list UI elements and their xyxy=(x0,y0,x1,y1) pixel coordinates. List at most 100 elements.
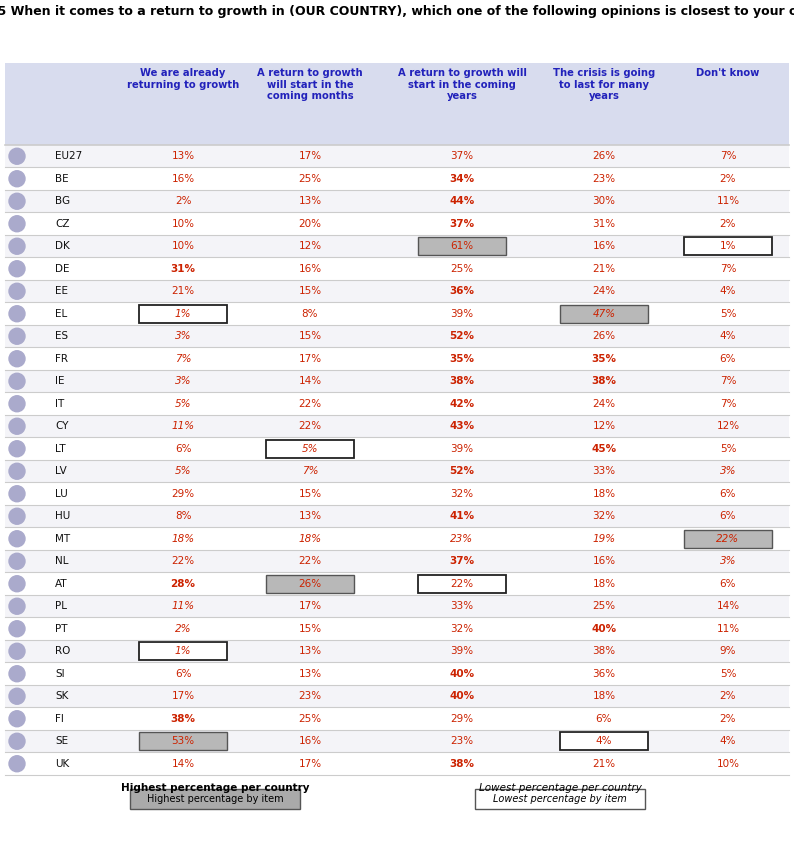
Bar xyxy=(5,730,789,752)
Bar xyxy=(5,347,789,370)
Text: 18%: 18% xyxy=(299,534,322,544)
Text: 52%: 52% xyxy=(449,331,475,341)
Bar xyxy=(5,483,789,505)
Text: 35%: 35% xyxy=(592,354,616,363)
Text: 20%: 20% xyxy=(299,219,322,229)
Bar xyxy=(5,640,789,662)
Text: 3%: 3% xyxy=(175,331,191,341)
Text: 35%: 35% xyxy=(449,354,475,363)
Text: IT: IT xyxy=(55,399,64,409)
Text: 18%: 18% xyxy=(592,579,615,589)
Circle shape xyxy=(9,689,25,704)
Text: 7%: 7% xyxy=(175,354,191,363)
Text: 40%: 40% xyxy=(592,623,617,634)
Text: 6%: 6% xyxy=(719,512,736,521)
Text: 26%: 26% xyxy=(299,579,322,589)
Bar xyxy=(5,235,789,257)
Text: 52%: 52% xyxy=(449,466,475,476)
Text: SE: SE xyxy=(55,736,68,746)
Text: 41%: 41% xyxy=(449,512,475,521)
Text: 25%: 25% xyxy=(592,601,615,612)
Bar xyxy=(266,575,354,593)
Text: 44%: 44% xyxy=(449,197,475,207)
Text: 13%: 13% xyxy=(172,152,195,161)
Circle shape xyxy=(9,463,25,479)
Text: EE: EE xyxy=(55,286,68,296)
Text: 21%: 21% xyxy=(592,263,615,274)
Text: 16%: 16% xyxy=(299,736,322,746)
Text: 43%: 43% xyxy=(449,421,475,431)
Text: PT: PT xyxy=(55,623,67,634)
Text: 38%: 38% xyxy=(592,646,615,656)
Text: QC15 When it comes to a return to growth in (OUR COUNTRY), which one of the foll: QC15 When it comes to a return to growth… xyxy=(0,5,794,18)
Text: 33%: 33% xyxy=(592,466,615,476)
Text: 37%: 37% xyxy=(449,219,475,229)
Text: 2%: 2% xyxy=(175,197,191,207)
Circle shape xyxy=(9,531,25,547)
Bar xyxy=(5,617,789,640)
Text: 38%: 38% xyxy=(592,376,616,386)
Text: RO: RO xyxy=(55,646,71,656)
Bar xyxy=(5,213,789,235)
Circle shape xyxy=(9,711,25,727)
Bar xyxy=(5,505,789,528)
Bar xyxy=(560,305,648,323)
Text: 16%: 16% xyxy=(592,241,615,252)
Text: 18%: 18% xyxy=(592,489,615,499)
Text: 38%: 38% xyxy=(171,714,195,723)
Text: 7%: 7% xyxy=(719,399,736,409)
Text: Highest percentage per country: Highest percentage per country xyxy=(121,783,309,793)
Text: 11%: 11% xyxy=(172,601,195,612)
Text: HU: HU xyxy=(55,512,70,521)
Circle shape xyxy=(9,351,25,367)
Circle shape xyxy=(9,418,25,435)
Text: ES: ES xyxy=(55,331,68,341)
Text: 16%: 16% xyxy=(592,556,615,567)
Text: 16%: 16% xyxy=(172,174,195,184)
Text: 13%: 13% xyxy=(299,512,322,521)
Circle shape xyxy=(9,621,25,637)
Text: LU: LU xyxy=(55,489,67,499)
Text: 25%: 25% xyxy=(450,263,473,274)
Text: 7%: 7% xyxy=(719,263,736,274)
Circle shape xyxy=(9,238,25,254)
Text: 5%: 5% xyxy=(719,669,736,678)
Text: 5%: 5% xyxy=(719,309,736,318)
Text: 21%: 21% xyxy=(172,286,195,296)
Bar xyxy=(684,237,772,255)
Circle shape xyxy=(9,756,25,772)
Bar xyxy=(5,325,789,347)
Bar xyxy=(5,190,789,213)
Text: 13%: 13% xyxy=(299,646,322,656)
Bar xyxy=(139,643,227,660)
Text: 15%: 15% xyxy=(299,331,322,341)
Text: 19%: 19% xyxy=(592,534,615,544)
Text: 1%: 1% xyxy=(719,241,736,252)
Bar xyxy=(5,460,789,483)
Text: 47%: 47% xyxy=(592,309,615,318)
Text: A return to growth
will start in the
coming months: A return to growth will start in the com… xyxy=(257,68,363,101)
Circle shape xyxy=(9,666,25,682)
Text: 17%: 17% xyxy=(299,152,322,161)
Text: LT: LT xyxy=(55,444,66,454)
Text: 17%: 17% xyxy=(299,759,322,769)
Text: 4%: 4% xyxy=(596,736,612,746)
Text: 31%: 31% xyxy=(171,263,195,274)
Text: Highest percentage by item: Highest percentage by item xyxy=(147,794,283,804)
Text: 11%: 11% xyxy=(716,197,739,207)
Text: IE: IE xyxy=(55,376,64,386)
Text: 2%: 2% xyxy=(719,219,736,229)
Text: 22%: 22% xyxy=(299,556,322,567)
Text: 4%: 4% xyxy=(719,286,736,296)
Text: 53%: 53% xyxy=(172,736,195,746)
Text: DK: DK xyxy=(55,241,70,252)
Circle shape xyxy=(9,283,25,299)
Text: Lowest percentage per country: Lowest percentage per country xyxy=(479,783,642,793)
Text: 6%: 6% xyxy=(719,579,736,589)
Bar xyxy=(5,752,789,775)
Text: 39%: 39% xyxy=(450,646,473,656)
Circle shape xyxy=(9,193,25,209)
Bar xyxy=(5,257,789,280)
Text: 32%: 32% xyxy=(450,623,473,634)
Circle shape xyxy=(9,440,25,457)
